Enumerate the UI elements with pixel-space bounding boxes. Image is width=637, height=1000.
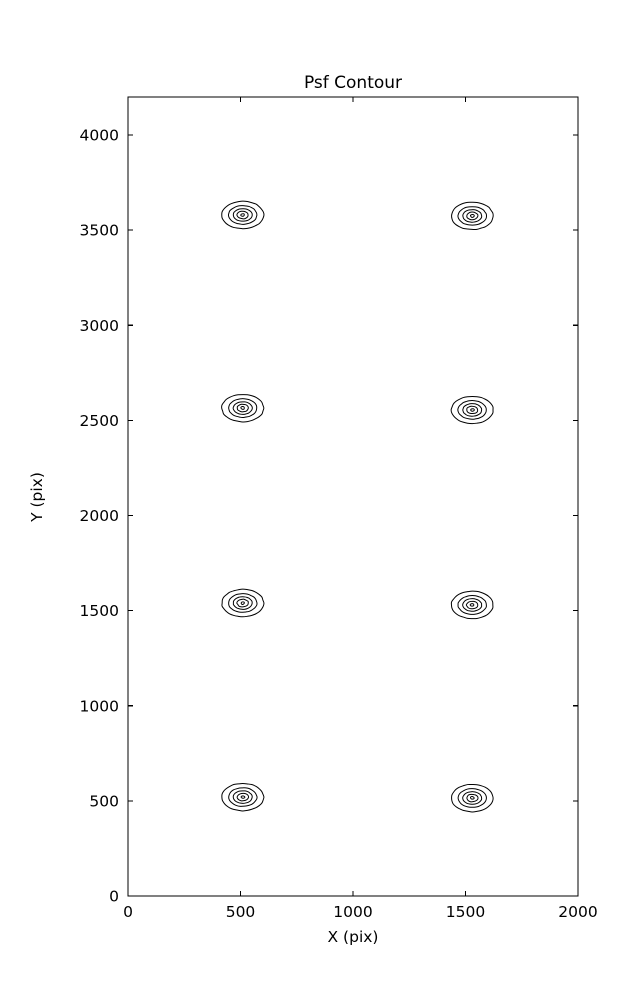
psf-contour-group [450,395,494,425]
x-tick-label: 0 [123,903,133,921]
psf-contour-group [221,394,265,423]
y-tick-label: 2500 [80,412,119,430]
contour-level-4 [469,603,475,607]
contour-level-1 [227,205,258,225]
contour-level-3 [466,405,479,415]
contour-level-2 [462,403,483,417]
y-tick-label: 1000 [80,697,119,715]
x-axis-label: X (pix) [328,928,379,946]
contour-level-4 [470,408,475,412]
contour-level-0 [221,394,265,423]
y-tick-label: 3500 [80,222,119,240]
contour-level-0 [221,783,265,812]
contour-level-3 [236,210,249,220]
contour-level-2 [462,791,483,805]
contour-level-2 [232,208,253,222]
contour-level-0 [221,588,265,618]
psf-contour-group [451,783,494,813]
y-tick-label: 1500 [80,602,119,620]
contour-level-1 [457,788,487,808]
contour-level-1 [228,787,258,807]
contour-level-3 [465,600,479,610]
contour-level-3 [236,792,250,802]
tick-label-layer: 0 500 1000 1500 2000 0 500 1000 1500 2000 2500 3000… [80,127,598,921]
psf-contour-group [450,590,494,620]
x-tick-label: 1500 [446,903,485,921]
contour-level-2 [232,401,253,415]
contour-level-0 [450,590,494,620]
x-tick-label: 1000 [333,903,372,921]
contour-level-3 [466,793,479,803]
contour-level-0 [451,783,494,813]
x-tick-label: 2000 [558,903,597,921]
axes-frame [127,96,579,897]
contour-level-4 [240,213,245,217]
page-title: Psf Contour [304,73,402,93]
contour-level-0 [221,200,265,230]
contour-level-0 [451,201,494,230]
psf-contour-group [221,783,265,812]
y-tick-label: 2000 [80,507,119,525]
contour-level-4 [469,796,475,800]
psf-contour-group [221,200,265,230]
contour-level-1 [228,398,258,419]
psf-contour-group [451,201,494,230]
contour-level-1 [457,206,487,226]
x-tick-label: 500 [226,903,256,921]
contour-level-2 [232,596,253,610]
contour-level-3 [466,211,479,221]
contour-level-4 [469,214,475,218]
y-tick-label: 3000 [80,317,119,335]
contour-level-2 [232,790,253,804]
psf-contour-group [221,588,265,618]
y-tick-label: 4000 [80,127,119,145]
contour-level-1 [457,399,487,420]
contour-level-3 [236,598,249,608]
contour-layer [221,200,494,813]
y-tick-label: 500 [89,792,119,810]
contour-level-4 [240,601,245,605]
contour-level-1 [457,594,487,615]
contour-level-4 [240,406,245,410]
contour-level-2 [462,598,483,612]
contour-level-1 [228,593,258,613]
y-axis-label: Y (pix) [28,472,46,523]
contour-level-3 [236,403,249,413]
contour-level-2 [462,209,483,223]
y-tick-label: 0 [109,888,119,906]
contour-level-0 [450,395,494,425]
contour-level-4 [240,795,246,799]
